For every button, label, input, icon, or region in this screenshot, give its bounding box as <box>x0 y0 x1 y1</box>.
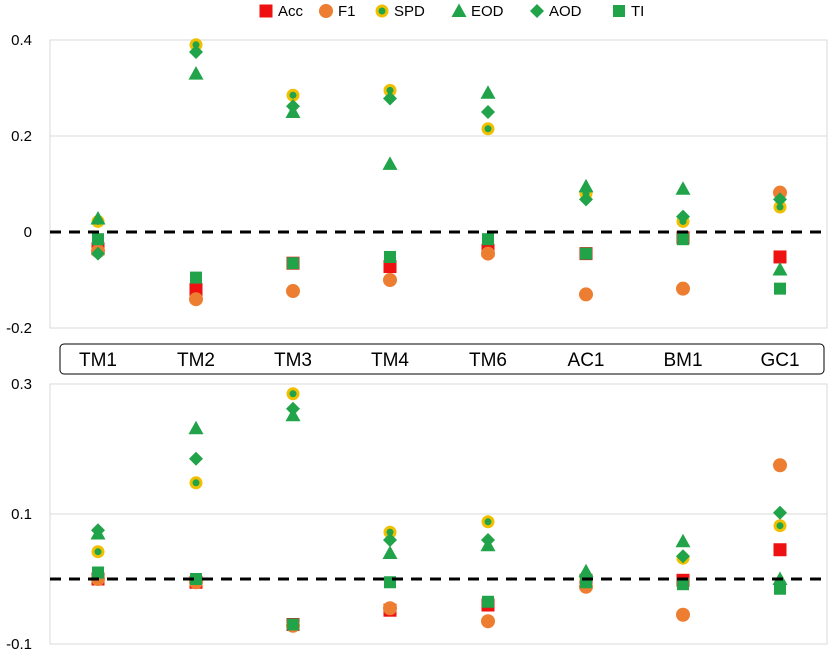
bottom-point-ti-bm1 <box>677 578 689 591</box>
bottom-point-f1-bm1 <box>676 607 690 622</box>
top-y-tick-label: 0.2 <box>11 128 32 145</box>
top-point-ti-bm1 <box>677 233 689 246</box>
bottom-point-f1-tm6 <box>481 614 495 629</box>
bottom-point-spd-tm1 <box>91 545 105 559</box>
bottom-point-f1-gc1 <box>773 458 787 473</box>
top-y-tick-label: 0 <box>24 224 32 241</box>
legend-marker-aod <box>530 4 544 18</box>
bottom-point-ti-tm3 <box>287 618 299 631</box>
top-point-f1-tm2 <box>189 292 203 307</box>
top-point-ti-tm4 <box>384 250 396 263</box>
top-point-eod-ac1 <box>578 178 594 193</box>
bottom-point-ti-tm1 <box>92 566 104 579</box>
legend-label-eod: EOD <box>471 3 504 20</box>
top-point-ti-tm6 <box>482 233 494 246</box>
bottom-point-ti-tm2 <box>190 573 202 585</box>
top-plot-frame <box>49 39 828 329</box>
category-label-gc1: GC1 <box>760 350 799 371</box>
bottom-point-f1-tm4 <box>383 601 397 616</box>
legend-marker-eod <box>451 3 467 17</box>
bottom-y-tick-label: -0.1 <box>6 636 32 651</box>
category-label-tm3: TM3 <box>274 350 312 371</box>
category-label-tm6: TM6 <box>469 350 507 371</box>
top-point-aod-gc1 <box>773 192 787 207</box>
top-point-ti-ac1 <box>580 247 592 260</box>
top-point-acc-tm2 <box>189 283 203 297</box>
top-point-ti-tm1 <box>92 233 104 246</box>
legend-marker-acc <box>259 4 273 18</box>
top-point-aod-bm1 <box>676 209 690 224</box>
bottom-point-ti-tm6 <box>482 595 494 608</box>
top-point-eod-bm1 <box>675 181 691 195</box>
category-axis-labels: TM1 TM2 TM3 TM4 TM6 AC1 BM1 GC1 <box>59 343 825 375</box>
category-label-bm1: BM1 <box>663 350 702 371</box>
bottom-point-acc-gc1 <box>773 543 787 557</box>
category-label-ac1: AC1 <box>568 350 605 371</box>
category-label-tm2: TM2 <box>177 350 215 371</box>
bottom-y-tick-label: 0.3 <box>11 376 32 393</box>
category-label-box <box>59 343 825 375</box>
bottom-point-eod-tm2 <box>188 420 204 435</box>
legend-label-spd: SPD <box>394 3 425 20</box>
bottom-point-ti-gc1 <box>774 582 786 595</box>
bottom-point-spd-gc1 <box>773 519 787 533</box>
bottom-point-spd-tm6 <box>481 515 495 529</box>
legend-label-aod: AOD <box>549 3 582 20</box>
legend-label-f1: F1 <box>338 3 356 20</box>
bottom-point-aod-tm4 <box>383 533 397 547</box>
top-point-ti-tm3 <box>287 257 299 270</box>
bottom-point-aod-gc1 <box>773 505 787 520</box>
top-point-ti-tm2 <box>190 271 202 284</box>
top-point-f1-tm6 <box>481 246 495 261</box>
top-point-aod-ac1 <box>579 192 593 207</box>
top-point-eod-gc1 <box>772 261 788 276</box>
bottom-point-spd-tm3 <box>286 387 300 401</box>
top-point-eod-tm6 <box>480 85 496 99</box>
legend-label-ti: TI <box>631 3 644 20</box>
top-y-tick-label: 0.4 <box>11 32 32 49</box>
legend: Acc F1 SPD EOD AOD TI <box>259 3 644 20</box>
bottom-point-spd-tm2 <box>189 476 203 490</box>
top-point-f1-tm3 <box>286 284 300 299</box>
category-label-tm1: TM1 <box>79 350 117 371</box>
top-point-f1-ac1 <box>579 287 593 302</box>
top-point-aod-tm3 <box>286 99 300 114</box>
top-point-acc-gc1 <box>773 250 787 264</box>
top-point-f1-tm4 <box>383 273 397 287</box>
top-point-eod-tm1 <box>90 211 106 225</box>
top-point-acc-tm4 <box>383 260 397 274</box>
bottom-point-aod-tm6 <box>481 533 495 547</box>
bottom-point-aod-tm1 <box>91 523 105 538</box>
bottom-y-tick-label: 0.1 <box>11 506 32 523</box>
top-point-eod-tm2 <box>188 66 204 80</box>
top-point-eod-tm4 <box>382 156 398 170</box>
bottom-panel: 0.3 0.1 -0.1 <box>6 376 828 651</box>
top-point-spd-tm3 <box>286 88 300 102</box>
legend-label-acc: Acc <box>278 3 304 20</box>
top-panel: 0.4 0.2 0 -0.2 <box>6 32 828 337</box>
legend-marker-spd <box>375 4 389 18</box>
bottom-point-aod-tm2 <box>189 451 203 466</box>
bottom-point-aod-bm1 <box>676 549 690 564</box>
bottom-point-eod-tm4 <box>382 545 398 559</box>
top-point-ti-gc1 <box>774 282 786 295</box>
top-point-spd-tm6 <box>481 122 495 136</box>
top-point-aod-tm4 <box>383 91 397 106</box>
top-point-aod-tm1 <box>91 246 105 261</box>
category-label-tm4: TM4 <box>371 350 409 371</box>
bottom-point-eod-bm1 <box>675 533 691 548</box>
top-point-f1-bm1 <box>676 281 690 296</box>
top-y-tick-label: -0.2 <box>6 320 32 337</box>
legend-marker-f1 <box>319 4 333 18</box>
top-point-aod-tm6 <box>481 105 495 119</box>
legend-marker-ti <box>613 5 625 17</box>
bottom-point-aod-tm3 <box>286 401 300 416</box>
top-point-aod-tm2 <box>189 45 203 59</box>
